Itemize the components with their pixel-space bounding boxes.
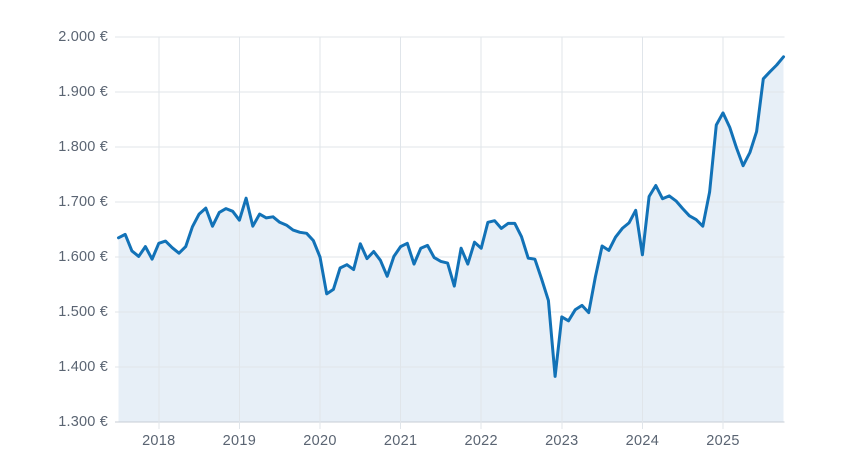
x-axis-tick-label: 2021 bbox=[383, 433, 418, 449]
y-axis-tick-label: 1.400 € bbox=[58, 359, 108, 375]
x-axis-tick-label: 2018 bbox=[142, 433, 176, 449]
x-axis-tick-label: 2023 bbox=[545, 433, 579, 449]
y-axis-tick-label: 1.500 € bbox=[58, 304, 108, 320]
area-fill bbox=[118, 56, 784, 423]
x-axis-tick-label: 2020 bbox=[303, 433, 337, 449]
y-axis-tick-label: 1.600 € bbox=[58, 249, 108, 265]
x-axis-tick-label: 2019 bbox=[222, 433, 257, 449]
y-axis-tick-label: 1.900 € bbox=[58, 84, 108, 100]
y-axis-tick-label: 2.000 € bbox=[58, 29, 108, 45]
y-axis-tick-label: 1.800 € bbox=[58, 139, 108, 155]
x-axis-tick-label: 2025 bbox=[706, 433, 740, 449]
y-axis-tick-label: 1.300 € bbox=[58, 414, 108, 430]
x-axis-tick-label: 2022 bbox=[464, 433, 498, 449]
price-line bbox=[117, 55, 785, 378]
y-axis-tick-label: 1.700 € bbox=[58, 194, 108, 210]
x-axis-tick-label: 2024 bbox=[625, 433, 660, 449]
